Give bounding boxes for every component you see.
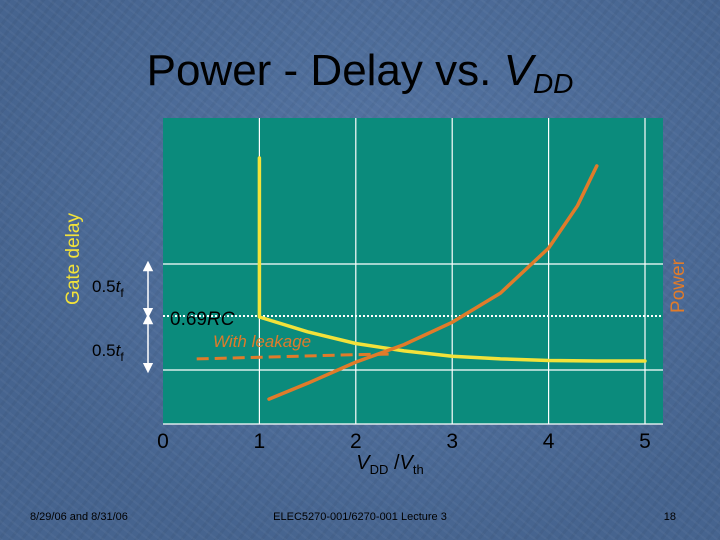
x-axis-sep: / [388,452,400,474]
title-subscript: DD [532,68,574,99]
x-tick-2: 2 [349,430,362,453]
upper-level-var: t [115,277,121,296]
x-axis-sub2: th [412,462,424,477]
footer-course: ELEC5270-001/6270-001 Lecture 3 [273,511,447,523]
y-axis-label-power: Power [668,259,689,313]
title-text: Power - Delay vs. [146,46,504,95]
x-tick-3: 3 [446,430,459,453]
footer-date: 8/29/06 and 8/31/06 [30,511,128,523]
upper-level-sub: f [120,286,124,300]
series-power-with-leakage [196,352,395,361]
series-gate-delay [257,156,647,363]
lower-level-var: t [115,341,121,360]
y-axis-label-gate-delay: Gate delay [63,213,84,305]
lower-level-coef: 0.5 [92,341,116,360]
x-tick-1: 1 [253,430,266,453]
x-axis-var: V [356,452,370,474]
series-layer [196,156,647,401]
lower-level-label: 0.5tf [92,341,124,364]
x-tick-5: 5 [639,430,651,453]
x-tick-4: 4 [542,430,555,453]
with-leakage-label: With leakage [213,332,312,351]
title-variable: V [503,46,533,95]
upper-level-coef: 0.5 [92,277,116,296]
plot-area [163,118,663,424]
rc-var: RC [206,309,235,330]
x-axis-var2: V [399,452,413,474]
x-tick-0: 0 [157,430,169,453]
x-axis-sub: DD [369,462,389,477]
x-axis-label: VDD /Vth [330,452,450,477]
page-number: 18 [663,511,676,523]
series-power [267,164,599,401]
slide-title: Power - Delay vs. VDD [0,46,720,100]
rc-level-label: 0.69RC [170,309,234,331]
lower-level-sub: f [120,350,124,364]
rc-coef: 0.69 [170,309,207,330]
upper-level-label: 0.5tf [92,277,124,300]
